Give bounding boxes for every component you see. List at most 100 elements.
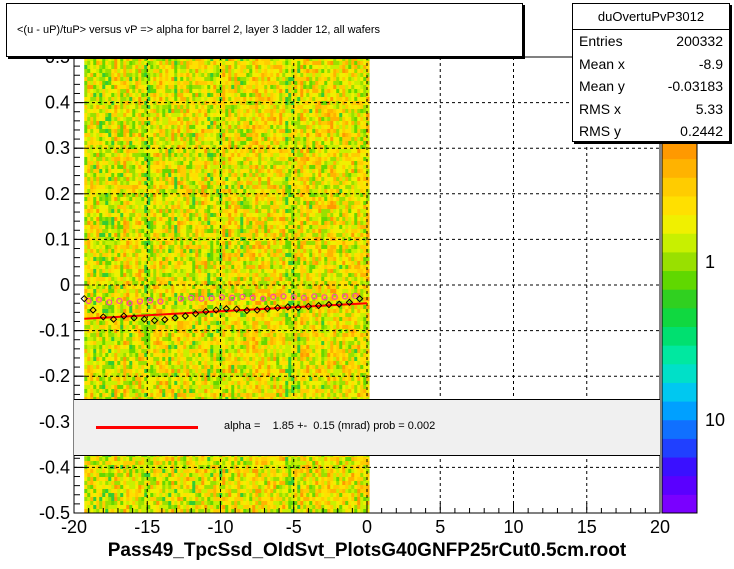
heatmap-bin xyxy=(96,213,100,218)
heatmap-bin xyxy=(174,341,178,346)
heatmap-bin xyxy=(144,165,148,170)
heatmap-bin xyxy=(213,213,217,218)
heatmap-bin xyxy=(111,249,115,254)
heatmap-bin xyxy=(144,249,148,254)
heatmap-bin xyxy=(162,125,166,130)
heatmap-bin xyxy=(114,73,118,78)
heatmap-bin xyxy=(189,169,193,174)
heatmap-bin xyxy=(99,333,103,338)
heatmap-bin xyxy=(174,389,178,394)
heatmap-bin xyxy=(156,185,160,190)
heatmap-bin xyxy=(84,329,88,334)
heatmap-bin xyxy=(159,169,163,174)
heatmap-bin xyxy=(162,481,166,486)
heatmap-bin xyxy=(168,293,172,298)
heatmap-bin xyxy=(120,353,124,358)
heatmap-bin xyxy=(180,469,184,474)
heatmap-bin xyxy=(210,249,214,254)
heatmap-bin xyxy=(201,265,205,270)
heatmap-bin xyxy=(114,205,118,210)
heatmap-bin xyxy=(201,269,205,274)
heatmap-bin xyxy=(210,205,214,210)
heatmap-bin xyxy=(99,473,103,478)
heatmap-bin xyxy=(90,209,94,214)
heatmap-bin xyxy=(111,109,115,114)
heatmap-bin xyxy=(111,277,115,282)
heatmap-bin xyxy=(135,501,139,506)
heatmap-bin xyxy=(105,69,109,74)
heatmap-bin xyxy=(114,477,118,482)
heatmap-bin xyxy=(99,365,103,370)
heatmap-bin xyxy=(159,385,163,390)
heatmap-bin xyxy=(180,225,184,230)
heatmap-bin xyxy=(138,293,142,298)
heatmap-bin xyxy=(126,285,130,290)
heatmap-bin xyxy=(174,361,178,366)
heatmap-bin xyxy=(192,353,196,358)
heatmap-bin xyxy=(207,137,211,142)
heatmap-bin xyxy=(204,237,208,242)
heatmap-bin xyxy=(147,269,151,274)
heatmap-bin xyxy=(192,137,196,142)
heatmap-bin xyxy=(135,317,139,322)
heatmap-bin xyxy=(177,461,181,466)
heatmap-bin xyxy=(192,197,196,202)
heatmap-bin xyxy=(162,305,166,310)
heatmap-bin xyxy=(177,73,181,78)
heatmap-bin xyxy=(159,485,163,490)
heatmap-bin xyxy=(174,149,178,154)
heatmap-bin xyxy=(195,93,199,98)
heatmap-bin xyxy=(198,253,202,258)
heatmap-bin xyxy=(123,369,127,374)
heatmap-bin xyxy=(138,113,142,118)
heatmap-bin xyxy=(108,213,112,218)
heatmap-bin xyxy=(117,381,121,386)
heatmap-bin xyxy=(150,497,154,502)
heatmap-bin xyxy=(186,509,190,514)
heatmap-bin xyxy=(138,213,142,218)
heatmap-bin xyxy=(201,197,205,202)
heatmap-bin xyxy=(138,457,142,462)
heatmap-bin xyxy=(87,337,91,342)
heatmap-bin xyxy=(153,389,157,394)
heatmap-bin xyxy=(183,185,187,190)
heatmap-bin xyxy=(168,173,172,178)
heatmap-bin xyxy=(201,289,205,294)
heatmap-bin xyxy=(144,109,148,114)
heatmap-bin xyxy=(105,221,109,226)
heatmap-bin xyxy=(174,505,178,510)
heatmap-bin xyxy=(129,69,133,74)
heatmap-bin xyxy=(120,509,124,514)
heatmap-bin xyxy=(180,353,184,358)
heatmap-bin xyxy=(90,133,94,138)
heatmap-bin xyxy=(105,181,109,186)
heatmap-bin xyxy=(162,169,166,174)
heatmap-bin xyxy=(153,201,157,206)
heatmap-bin xyxy=(153,505,157,510)
heatmap-bin xyxy=(144,225,148,230)
heatmap-bin xyxy=(108,149,112,154)
heatmap-bin xyxy=(180,157,184,162)
heatmap-bin xyxy=(159,309,163,314)
heatmap-bin xyxy=(147,169,151,174)
heatmap-bin xyxy=(213,105,217,110)
heatmap-bin xyxy=(84,89,88,94)
heatmap-bin xyxy=(108,233,112,238)
heatmap-bin xyxy=(156,349,160,354)
heatmap-bin xyxy=(207,77,211,82)
heatmap-bin xyxy=(114,381,118,386)
heatmap-bin xyxy=(135,189,139,194)
heatmap-bin xyxy=(108,329,112,334)
heatmap-bin xyxy=(96,317,100,322)
heatmap-bin xyxy=(180,241,184,246)
heatmap-bin xyxy=(156,101,160,106)
heatmap-bin xyxy=(192,93,196,98)
heatmap-bin xyxy=(210,109,214,114)
heatmap-bin xyxy=(102,301,106,306)
heatmap-bin xyxy=(192,385,196,390)
heatmap-bin xyxy=(165,157,169,162)
heatmap-bin xyxy=(147,329,151,334)
heatmap-bin xyxy=(198,257,202,262)
heatmap-bin xyxy=(141,333,145,338)
heatmap-bin xyxy=(117,213,121,218)
